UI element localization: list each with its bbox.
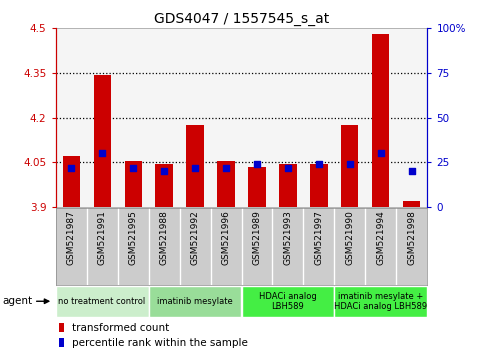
Bar xyxy=(341,125,358,207)
Text: GSM521994: GSM521994 xyxy=(376,210,385,265)
Text: GSM521998: GSM521998 xyxy=(408,210,416,265)
Bar xyxy=(62,156,80,207)
Bar xyxy=(149,286,242,317)
Text: no treatment control: no treatment control xyxy=(58,297,146,306)
Text: GSM521988: GSM521988 xyxy=(159,210,169,265)
Bar xyxy=(242,286,334,317)
Bar xyxy=(186,125,203,207)
Text: GSM521996: GSM521996 xyxy=(222,210,230,265)
Point xyxy=(315,161,323,167)
Bar xyxy=(156,164,172,207)
Text: GSM521989: GSM521989 xyxy=(253,210,261,265)
Bar xyxy=(372,34,389,207)
Bar xyxy=(334,286,427,317)
Bar xyxy=(311,164,327,207)
Text: GSM521987: GSM521987 xyxy=(67,210,75,265)
Bar xyxy=(59,338,64,347)
Point xyxy=(191,165,199,171)
Bar xyxy=(280,164,297,207)
Text: GSM521993: GSM521993 xyxy=(284,210,293,265)
Text: transformed count: transformed count xyxy=(72,322,170,332)
Bar xyxy=(94,74,111,207)
Text: HDACi analog
LBH589: HDACi analog LBH589 xyxy=(259,292,317,311)
Bar xyxy=(56,286,149,317)
Bar xyxy=(217,161,235,207)
Bar xyxy=(59,323,64,332)
Bar xyxy=(248,167,266,207)
Point xyxy=(377,151,385,156)
Text: GSM521991: GSM521991 xyxy=(98,210,107,265)
Point xyxy=(129,165,137,171)
Title: GDS4047 / 1557545_s_at: GDS4047 / 1557545_s_at xyxy=(154,12,329,26)
Text: imatinib mesylate +
HDACi analog LBH589: imatinib mesylate + HDACi analog LBH589 xyxy=(334,292,427,311)
Text: GSM521995: GSM521995 xyxy=(128,210,138,265)
Point xyxy=(160,169,168,174)
Point xyxy=(98,151,106,156)
Text: GSM521992: GSM521992 xyxy=(190,210,199,265)
Point xyxy=(222,165,230,171)
Text: percentile rank within the sample: percentile rank within the sample xyxy=(72,338,248,348)
Point xyxy=(67,165,75,171)
Text: GSM521990: GSM521990 xyxy=(345,210,355,265)
Bar xyxy=(403,201,421,207)
Text: imatinib mesylate: imatinib mesylate xyxy=(157,297,233,306)
Text: GSM521997: GSM521997 xyxy=(314,210,324,265)
Point xyxy=(284,165,292,171)
Point xyxy=(408,169,416,174)
Text: agent: agent xyxy=(2,296,32,306)
Bar xyxy=(125,161,142,207)
Point xyxy=(346,161,354,167)
Point xyxy=(253,161,261,167)
